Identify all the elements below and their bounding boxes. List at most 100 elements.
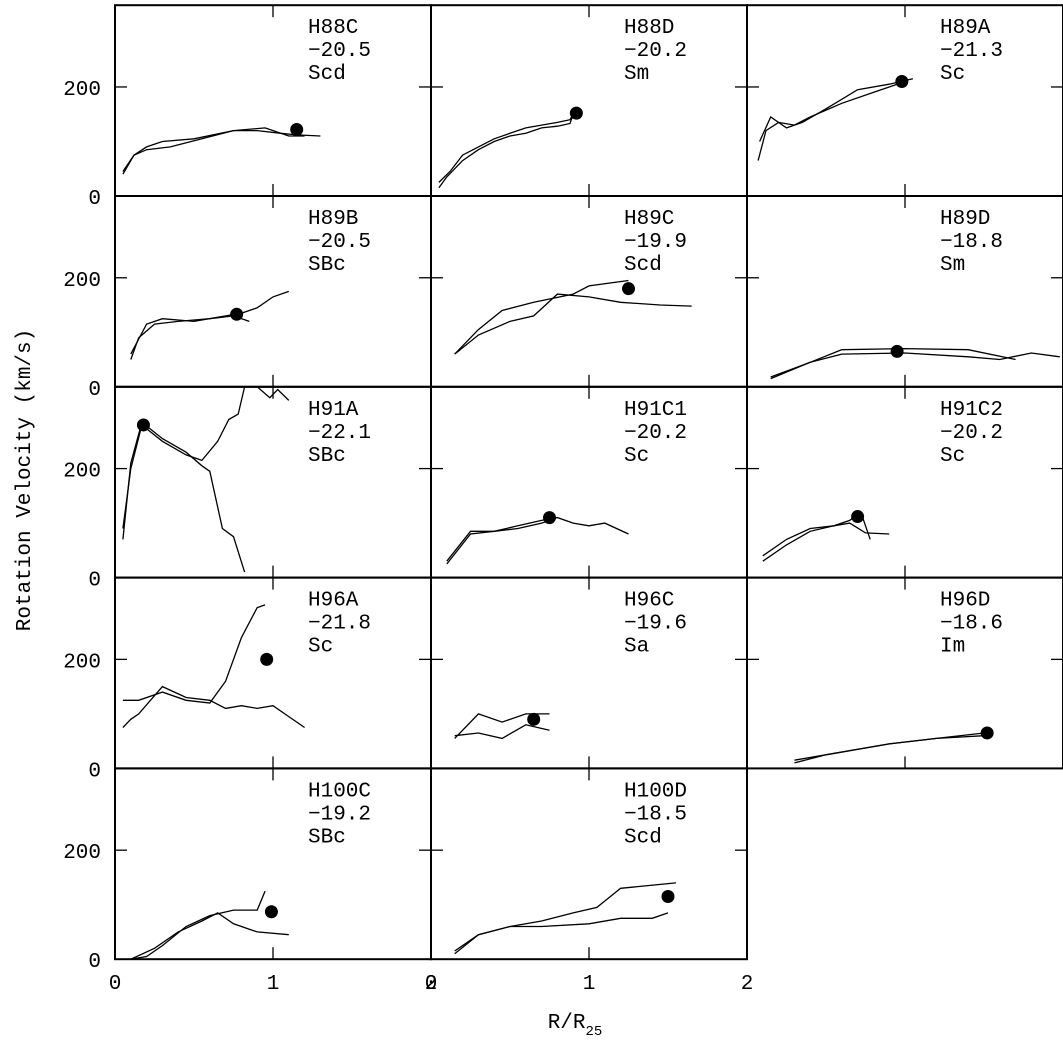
galaxy-annotation: Im [940, 636, 965, 659]
galaxy-annotation: −21.8 [308, 613, 371, 636]
marker-point [543, 511, 556, 525]
marker-point [569, 106, 583, 120]
galaxy-annotation: −21.3 [940, 40, 1003, 63]
rotation-curve [130, 912, 289, 960]
marker-point [890, 344, 904, 358]
y-axis-label: Rotation Velocity (km/s) [14, 329, 37, 631]
x-tick-label: 0 [425, 973, 438, 996]
galaxy-name: H96C [624, 590, 674, 613]
marker-point [264, 905, 278, 919]
galaxy-annotation: −20.2 [624, 40, 687, 63]
galaxy-name: H100D [624, 780, 687, 803]
panel-frame [430, 576, 748, 770]
rotation-curve [446, 519, 550, 562]
marker-point [895, 75, 909, 89]
rotation-curve [130, 315, 250, 360]
rotation-curve [757, 80, 906, 161]
galaxy-name: H89D [940, 208, 990, 231]
galaxy-annotation: Sm [624, 63, 649, 86]
rotation-curve [122, 127, 305, 172]
galaxy-annotation: −18.8 [940, 231, 1003, 254]
x-tick-label: 1 [267, 973, 280, 996]
galaxy-annotation: −18.5 [624, 803, 687, 826]
galaxy-name: H88C [308, 17, 358, 40]
galaxy-annotation: Sm [940, 254, 965, 277]
y-tick-label: 0 [88, 760, 101, 783]
rotation-curve [122, 386, 290, 529]
marker-point [622, 282, 635, 296]
galaxy-annotation: Scd [624, 826, 662, 849]
panel-frame [114, 576, 432, 770]
marker-point [661, 890, 675, 904]
marker-point [230, 307, 244, 321]
galaxy-annotation: −19.2 [308, 803, 371, 826]
x-axis-label-subscript: 25 [586, 1024, 603, 1040]
galaxy-annotation: −20.2 [940, 422, 1003, 445]
galaxy-name: H96D [940, 590, 990, 613]
panel-frame [746, 385, 1063, 579]
galaxy-annotation: Sa [624, 636, 649, 659]
marker-point [851, 510, 865, 524]
rotation-curve [794, 735, 985, 764]
galaxy-name: H100C [308, 780, 371, 803]
galaxy-annotation: Scd [308, 63, 346, 86]
rotation-curve [438, 113, 574, 189]
galaxy-annotation: SBc [308, 445, 346, 468]
galaxy-annotation: −18.6 [940, 613, 1003, 636]
panel-frame [114, 4, 432, 198]
galaxy-name: H91C1 [624, 399, 687, 422]
galaxy-name: H89A [940, 17, 991, 40]
rotation-curve [438, 113, 574, 183]
galaxy-name: H89C [624, 208, 674, 231]
panel-frame [114, 195, 432, 388]
panel-frame [114, 767, 432, 961]
y-tick-label: 200 [63, 270, 101, 293]
y-tick-label: 0 [88, 379, 101, 402]
galaxy-annotation: −22.1 [308, 422, 371, 445]
galaxy-annotation: Sc [624, 445, 649, 468]
marker-point [527, 712, 541, 726]
galaxy-annotation: −20.5 [308, 231, 371, 254]
galaxy-annotation: −19.9 [624, 231, 687, 254]
galaxy-name: H96A [308, 590, 359, 613]
rotation-curve [454, 724, 550, 740]
rotation-curve [122, 685, 305, 729]
rotation-curve [454, 293, 692, 355]
y-tick-label: 0 [88, 188, 101, 211]
panel-frame [430, 195, 748, 388]
panel-frame [746, 576, 1063, 770]
rotation-curve [454, 912, 669, 952]
panel-frame [746, 195, 1063, 388]
galaxy-annotation: Sc [308, 636, 333, 659]
rotation-curve [122, 421, 246, 573]
galaxy-name: H91C2 [940, 399, 1003, 422]
x-axis-label: R/R25 [548, 1012, 603, 1040]
rotation-curve [122, 129, 321, 175]
galaxy-name: H91A [308, 399, 359, 422]
marker-point [980, 726, 994, 740]
galaxy-annotation: Sc [940, 63, 965, 86]
galaxy-name: H89B [308, 208, 358, 231]
panel-frame [114, 385, 432, 579]
galaxy-annotation: SBc [308, 254, 346, 277]
x-tick-label: 2 [741, 973, 754, 996]
marker-point [290, 122, 304, 136]
galaxy-annotation: −19.6 [624, 613, 687, 636]
galaxy-annotation: −20.2 [624, 422, 687, 445]
panel-frame [430, 385, 748, 579]
rotation-curve [759, 78, 914, 142]
galaxy-annotation: −20.5 [308, 40, 371, 63]
y-tick-label: 200 [63, 79, 101, 102]
rotation-curve [770, 347, 1016, 378]
galaxy-annotation: Scd [624, 254, 662, 277]
y-tick-label: 200 [63, 842, 101, 865]
x-axis-label-main: R/R [548, 1012, 586, 1035]
rotation-curve [122, 604, 266, 704]
galaxy-annotation: Sc [940, 445, 965, 468]
panel-frame [430, 4, 748, 198]
y-tick-label: 200 [63, 461, 101, 484]
rotation-curve [130, 290, 290, 355]
y-tick-label: 0 [88, 570, 101, 593]
panel-frame [746, 4, 1063, 198]
